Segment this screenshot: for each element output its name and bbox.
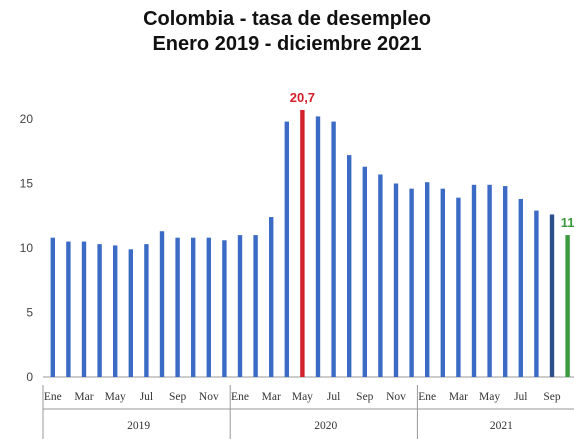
x-tick-label: Mar: [449, 391, 468, 403]
x-tick-label: Ene: [44, 391, 62, 403]
bar: [222, 240, 227, 377]
x-tick-label: Jul: [514, 391, 527, 403]
bar: [503, 186, 508, 377]
bar: [347, 155, 352, 377]
bar: [128, 249, 133, 377]
x-tick-label: Sep: [169, 391, 187, 403]
bar: [534, 210, 539, 377]
bar: [300, 109, 305, 377]
bar: [97, 244, 102, 377]
bar: [159, 231, 165, 377]
bar: [144, 244, 149, 377]
x-tick-label: Nov: [386, 391, 406, 403]
bar: [331, 121, 336, 377]
y-tick-label: 20: [20, 112, 34, 126]
bar: [191, 237, 196, 377]
y-tick-label: 10: [20, 241, 34, 255]
bar: [237, 235, 243, 377]
x-tick-label: Sep: [543, 391, 561, 403]
x-tick-label: Nov: [199, 391, 219, 403]
bar: [440, 188, 445, 377]
bar: [471, 184, 477, 377]
bar: [284, 121, 289, 377]
bar: [66, 241, 71, 377]
y-tick-label: 0: [26, 370, 33, 384]
chart-subtitle: Enero 2019 - diciembre 2021: [152, 33, 422, 55]
bar: [362, 166, 367, 377]
bar: [409, 188, 414, 377]
bar: [487, 184, 492, 377]
bar: [425, 182, 430, 377]
bar: [393, 183, 399, 377]
x-tick-label: Jul: [140, 391, 153, 403]
x-tick-label: Ene: [231, 391, 249, 403]
bar: [175, 237, 180, 377]
x-tick-label: May: [292, 391, 313, 403]
bar: [81, 241, 87, 377]
bar: [50, 237, 55, 377]
bar: [549, 214, 555, 377]
year-label: 2020: [314, 420, 337, 432]
y-tick-label: 5: [26, 306, 33, 320]
data-label: 20,7: [290, 90, 315, 105]
data-label: 11: [561, 215, 574, 230]
x-tick-label: Mar: [74, 391, 93, 403]
year-label: 2021: [490, 420, 513, 432]
bar: [518, 198, 523, 377]
y-tick-label: 15: [20, 177, 34, 191]
x-tick-label: May: [105, 391, 126, 403]
year-label: 2019: [127, 420, 150, 432]
chart-title: Colombia - tasa de desempleo: [143, 8, 431, 30]
x-tick-label: May: [479, 391, 500, 403]
bar: [206, 237, 211, 377]
bar: [253, 235, 258, 377]
bar: [315, 116, 321, 378]
bar: [565, 235, 570, 377]
bar: [456, 197, 461, 377]
bar: [269, 217, 274, 377]
x-tick-label: Sep: [356, 391, 374, 403]
bar: [378, 174, 383, 377]
x-tick-label: Jul: [327, 391, 340, 403]
x-tick-label: Ene: [418, 391, 436, 403]
x-tick-label: Mar: [262, 391, 281, 403]
bar: [113, 245, 118, 377]
